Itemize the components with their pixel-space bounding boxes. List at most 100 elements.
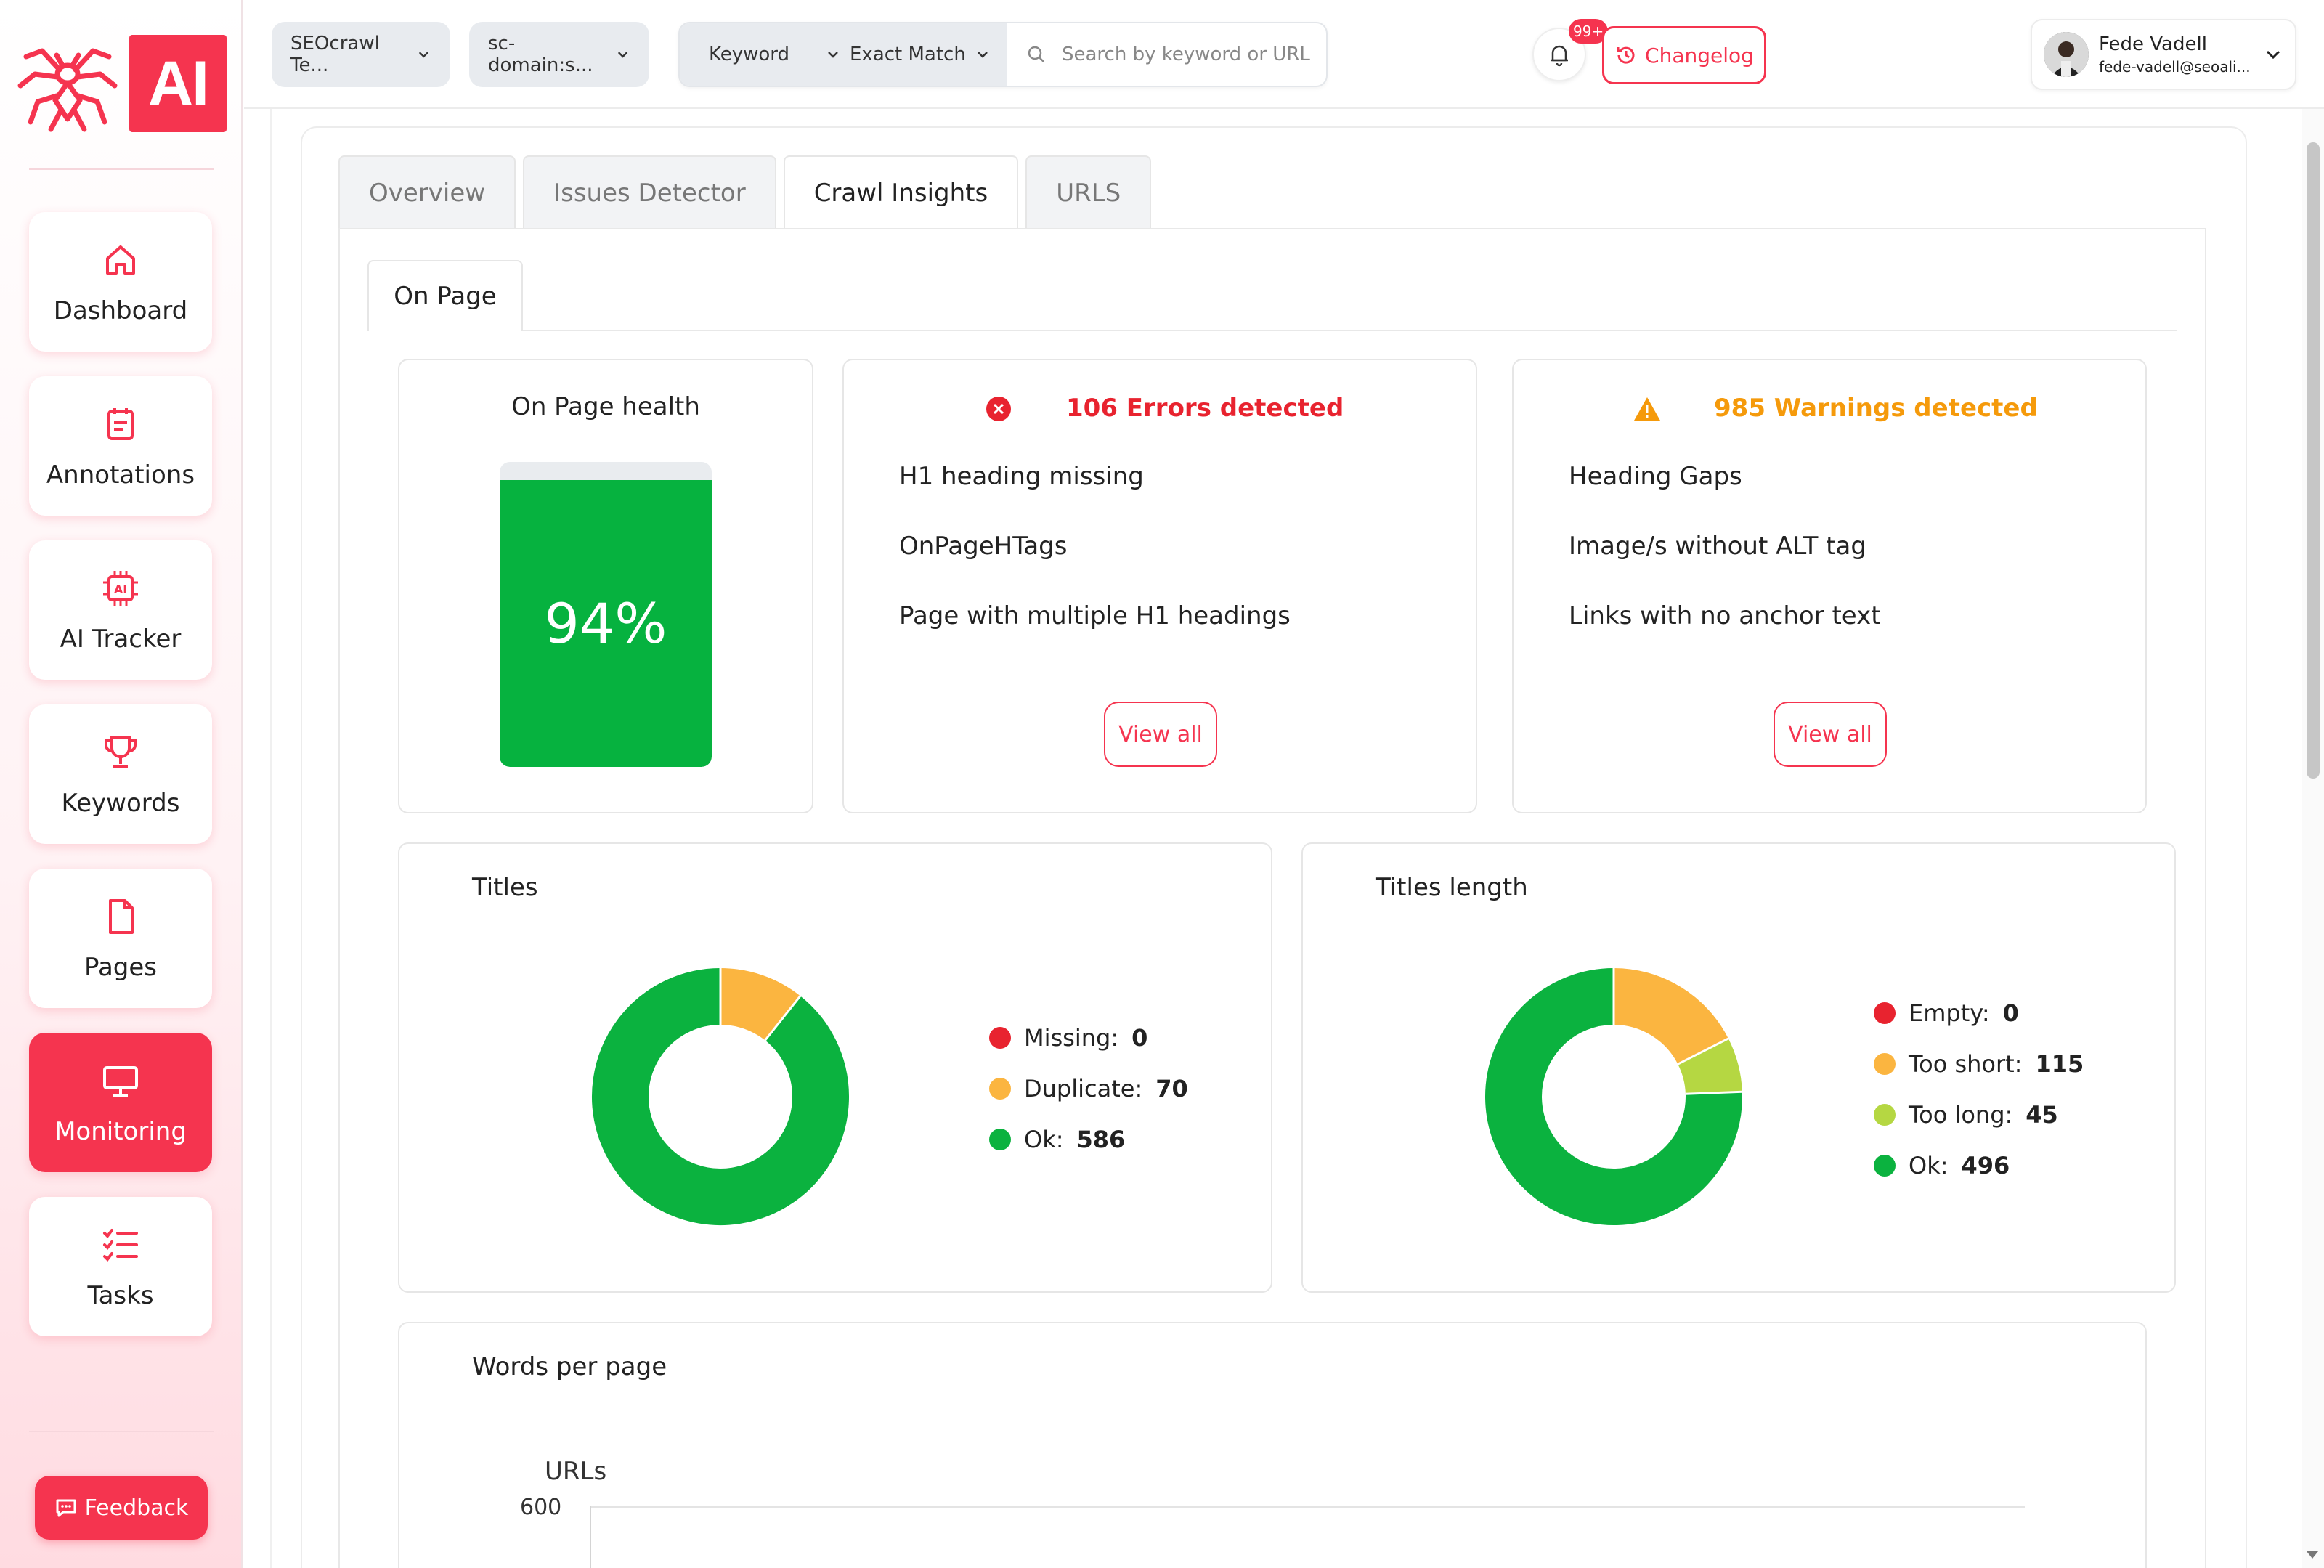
words-per-page-card — [398, 1322, 2147, 1568]
user-menu[interactable]: Fede Vadell fede-vadell@seoali... — [2031, 19, 2296, 90]
scroll-down-arrow-icon[interactable] — [2304, 1548, 2321, 1563]
scrollbar-thumb[interactable] — [2307, 142, 2320, 779]
match-type-select[interactable]: Exact Match — [825, 23, 1007, 86]
sidebar-item-label: Annotations — [46, 460, 195, 490]
legend-value: 496 — [1961, 1152, 2010, 1179]
sidebar-item-keywords[interactable]: Keywords — [29, 704, 212, 844]
search-placeholder: Search by keyword or URL — [1062, 44, 1310, 65]
sidebar-item-label: Dashboard — [53, 296, 188, 325]
error-item: OnPageHTags — [899, 532, 1068, 561]
legend-item[interactable]: Too short: 115 — [1874, 1050, 2084, 1078]
bell-icon — [1551, 45, 1568, 67]
filter-type-select[interactable]: Keyword — [680, 23, 825, 86]
chevron-down-icon — [617, 52, 628, 58]
sidebar-item-ai-tracker[interactable]: AI AI Tracker — [29, 540, 212, 680]
monitor-icon — [103, 1066, 138, 1097]
legend-label: Too long: — [1909, 1101, 2013, 1129]
legend-item[interactable]: Ok: 586 — [989, 1126, 1125, 1153]
avatar — [2044, 32, 2089, 77]
feedback-button[interactable]: Feedback — [35, 1476, 208, 1540]
sidebar-item-label: Tasks — [87, 1281, 154, 1310]
chevron-down-icon — [2266, 50, 2280, 60]
chevron-down-icon — [828, 52, 838, 58]
legend-label: Missing: — [1024, 1024, 1119, 1052]
tab-crawl-insights[interactable]: Crawl Insights — [783, 155, 1019, 229]
warning-item: Image/s without ALT tag — [1569, 532, 1866, 561]
chevron-down-icon — [419, 52, 429, 58]
home-icon — [106, 245, 135, 275]
legend-item[interactable]: Ok: 496 — [1874, 1152, 2010, 1179]
chevron-down-icon — [977, 52, 988, 58]
spider-logo-icon — [17, 48, 118, 132]
legend-item[interactable]: Duplicate: 70 — [989, 1075, 1188, 1102]
checklist-icon — [103, 1229, 138, 1262]
donut-slice-ok[interactable] — [1485, 968, 1742, 1225]
warnings-title: 985 Warnings detected — [1714, 394, 2038, 423]
app-logo[interactable]: AI — [13, 29, 231, 138]
divider — [29, 168, 214, 170]
topbar: SEOcrawl Te... sc-domain:s... Keyword Ex… — [244, 0, 2324, 109]
changelog-label: Changelog — [1645, 43, 1754, 68]
domain-select[interactable]: sc-domain:s... — [469, 22, 649, 87]
health-title: On Page health — [511, 392, 700, 421]
search-bar: Keyword Exact Match Search by keyword or… — [678, 22, 1328, 87]
filter-type-value: Keyword — [709, 44, 790, 65]
errors-view-all-button[interactable]: View all — [1104, 702, 1217, 767]
tab-issues-detector[interactable]: Issues Detector — [523, 155, 776, 229]
tab-bar: Overview Issues Detector Crawl Insights … — [338, 155, 1152, 229]
subtab-on-page[interactable]: On Page — [367, 260, 523, 331]
titles-length-title: Titles length — [1376, 873, 1528, 902]
legend-item[interactable]: Too long: 45 — [1874, 1101, 2058, 1129]
sidebar: AI Dashboard Annotations AI AI Tracker K… — [0, 0, 243, 1568]
divider — [270, 109, 272, 1568]
legend-dot — [989, 1078, 1011, 1100]
notifications-button[interactable] — [1532, 28, 1586, 81]
feedback-label: Feedback — [84, 1495, 189, 1521]
legend-dot — [1874, 1155, 1896, 1177]
y-axis — [590, 1506, 591, 1568]
match-type-value: Exact Match — [850, 44, 966, 65]
legend-value: 115 — [2035, 1050, 2084, 1078]
donut-slice-duplicate[interactable] — [719, 968, 800, 1041]
legend-dot — [1874, 1104, 1896, 1126]
sidebar-item-pages[interactable]: Pages — [29, 869, 212, 1008]
tab-urls[interactable]: URLS — [1025, 155, 1152, 229]
trophy-icon — [105, 736, 137, 768]
legend-item[interactable]: Empty: 0 — [1874, 999, 2019, 1027]
error-item: H1 heading missing — [899, 462, 1144, 491]
health-bar: 94% — [500, 462, 712, 767]
user-name: Fede Vadell — [2099, 33, 2207, 55]
warnings-view-all-button[interactable]: View all — [1774, 702, 1887, 767]
legend-value: 70 — [1155, 1075, 1188, 1102]
sidebar-item-label: Pages — [84, 953, 158, 982]
project-select[interactable]: SEOcrawl Te... — [272, 22, 450, 87]
donut-slice-ok[interactable] — [592, 968, 849, 1225]
warning-icon — [1634, 397, 1660, 421]
changelog-button[interactable]: Changelog — [1602, 26, 1766, 84]
svg-text:AI: AI — [114, 582, 127, 596]
user-email: fede-vadell@seoali... — [2099, 58, 2251, 76]
sidebar-item-dashboard[interactable]: Dashboard — [29, 212, 212, 352]
slice-separator — [1677, 1037, 1729, 1065]
legend-value: 0 — [1131, 1024, 1148, 1052]
donut-slice-too-short[interactable] — [1612, 968, 1728, 1065]
slice-separator — [1685, 1090, 1742, 1095]
file-icon — [109, 899, 134, 934]
titles-length-donut-chart — [1485, 968, 1742, 1225]
donut-slice-too-long[interactable] — [1677, 1038, 1742, 1095]
ai-chip-icon: AI — [103, 571, 138, 606]
search-input[interactable]: Search by keyword or URL — [1007, 23, 1326, 86]
notepad-icon — [107, 408, 134, 440]
sidebar-item-tasks[interactable]: Tasks — [29, 1197, 212, 1336]
chat-icon — [56, 1499, 76, 1517]
project-select-value: SEOcrawl Te... — [290, 33, 380, 76]
legend-label: Empty: — [1909, 999, 1990, 1027]
legend-item[interactable]: Missing: 0 — [989, 1024, 1147, 1052]
health-value: 94% — [544, 591, 667, 657]
legend-label: Ok: — [1909, 1152, 1949, 1179]
sidebar-item-annotations[interactable]: Annotations — [29, 376, 212, 516]
words-per-page-title: Words per page — [472, 1352, 667, 1381]
errors-title: 106 Errors detected — [1066, 394, 1344, 423]
sidebar-item-monitoring[interactable]: Monitoring — [29, 1033, 212, 1172]
tab-overview[interactable]: Overview — [338, 155, 516, 229]
